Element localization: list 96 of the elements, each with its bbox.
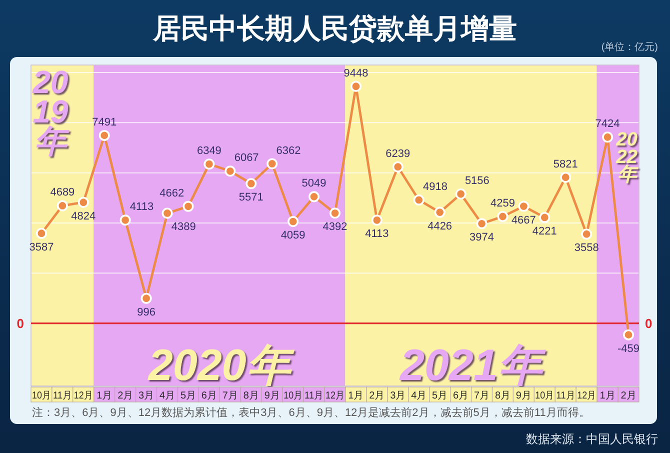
point — [308, 191, 320, 202]
data-label: 4918 — [423, 180, 448, 193]
point — [182, 200, 194, 212]
data-label: 4824 — [71, 210, 96, 222]
x-tick-label: 11月 — [52, 390, 74, 402]
point — [581, 228, 592, 240]
band-label: 2020年 — [147, 341, 296, 390]
point — [56, 200, 68, 212]
band-label: 2019年 — [32, 64, 70, 159]
x-tick-label: 9月 — [516, 390, 532, 402]
x-tick-label: 10月 — [32, 390, 54, 402]
data-label: 6067 — [234, 152, 259, 164]
band-label: 2021年 — [398, 341, 547, 390]
ref-line-label: 0 — [645, 316, 652, 331]
point — [120, 214, 131, 226]
point — [476, 218, 488, 230]
x-tick-label: 6月 — [201, 390, 217, 402]
data-label: 3587 — [29, 241, 54, 254]
data-label: 6239 — [386, 148, 410, 160]
point — [497, 210, 508, 222]
point — [78, 196, 89, 208]
point — [518, 200, 530, 212]
point — [434, 206, 446, 218]
data-label: 4113 — [130, 201, 154, 214]
x-tick-label: 10月 — [535, 390, 556, 402]
x-tick-label: 10月 — [284, 390, 305, 402]
point — [36, 228, 47, 239]
point — [539, 212, 550, 223]
text: 注：3月、6月、9月、12月数据为累计值，表中3月、6月、9月、12月是减去前2月，减去前5月，减去前11月而得。 — [32, 406, 590, 419]
x-tick-label: 4月 — [411, 390, 427, 402]
data-label: 5156 — [464, 175, 490, 187]
data-label: 7424 — [595, 118, 620, 130]
data-label: 4113 — [365, 228, 389, 240]
data-label: 996 — [137, 306, 156, 318]
data-label: 4221 — [532, 225, 557, 238]
x-tick-label: 5月 — [180, 390, 196, 402]
x-tick-label: 1月 — [348, 390, 364, 402]
data-label: 4426 — [428, 220, 452, 232]
point — [413, 194, 424, 206]
point — [224, 166, 236, 177]
x-tick-label: 11月 — [556, 390, 577, 402]
data-label: 4392 — [322, 221, 348, 234]
data-label: 5571 — [238, 192, 264, 204]
x-tick-label: 1月 — [600, 390, 616, 402]
data-label: 4389 — [171, 221, 196, 234]
point — [602, 132, 614, 143]
point — [246, 178, 257, 190]
data-label: 4689 — [50, 186, 75, 199]
point — [350, 80, 362, 92]
point — [162, 208, 173, 219]
point — [623, 329, 634, 340]
point — [560, 172, 572, 183]
x-tick-label: 3月 — [390, 390, 406, 402]
point — [266, 158, 278, 170]
source-note: 数据来源：中国人民银行 — [526, 432, 658, 446]
x-tick-label: 1月 — [96, 390, 112, 402]
x-tick-label: 9月 — [264, 390, 280, 402]
x-tick-label: 4月 — [159, 390, 176, 402]
data-label: 5821 — [553, 158, 578, 170]
data-label: 4662 — [160, 187, 184, 200]
x-tick-label: 2月 — [369, 390, 385, 402]
point — [98, 130, 110, 141]
x-tick-label: 3月 — [138, 390, 154, 402]
data-label: 6362 — [276, 144, 301, 157]
x-tick-label: 12月 — [74, 390, 96, 402]
data-label: 3974 — [470, 232, 494, 244]
point — [204, 158, 215, 170]
x-tick-label: 7月 — [474, 390, 490, 402]
x-tick-label: 2月 — [118, 390, 134, 402]
data-label: -459 — [618, 342, 640, 355]
data-label: 4059 — [280, 230, 306, 242]
data-label: 3558 — [574, 242, 599, 254]
data-label: 7491 — [92, 116, 117, 128]
x-tick-label: 8月 — [243, 390, 259, 402]
point — [371, 214, 382, 226]
text: (单位：亿元) — [601, 41, 658, 53]
data-label: 6349 — [196, 145, 222, 158]
data-label: 9448 — [344, 67, 368, 80]
point — [330, 208, 340, 219]
x-tick-label: 8月 — [494, 390, 511, 402]
point — [288, 216, 299, 228]
x-tick-label: 5月 — [432, 390, 448, 402]
point — [455, 188, 466, 200]
x-tick-label: 11月 — [304, 390, 325, 402]
point — [392, 161, 404, 172]
text: 0 — [16, 316, 24, 331]
x-tick-label: 6月 — [453, 390, 469, 402]
chart-title: 居民中长期人民贷款单月增量 — [152, 13, 517, 44]
x-tick-label: 12月 — [577, 390, 598, 402]
x-tick-label: 2月 — [620, 390, 636, 402]
data-label: 5049 — [302, 178, 326, 190]
data-label: 4667 — [511, 214, 536, 226]
point — [140, 292, 152, 304]
data-label: 4259 — [490, 197, 515, 210]
x-tick-label: 12月 — [326, 390, 347, 402]
x-tick-label: 7月 — [222, 390, 238, 402]
